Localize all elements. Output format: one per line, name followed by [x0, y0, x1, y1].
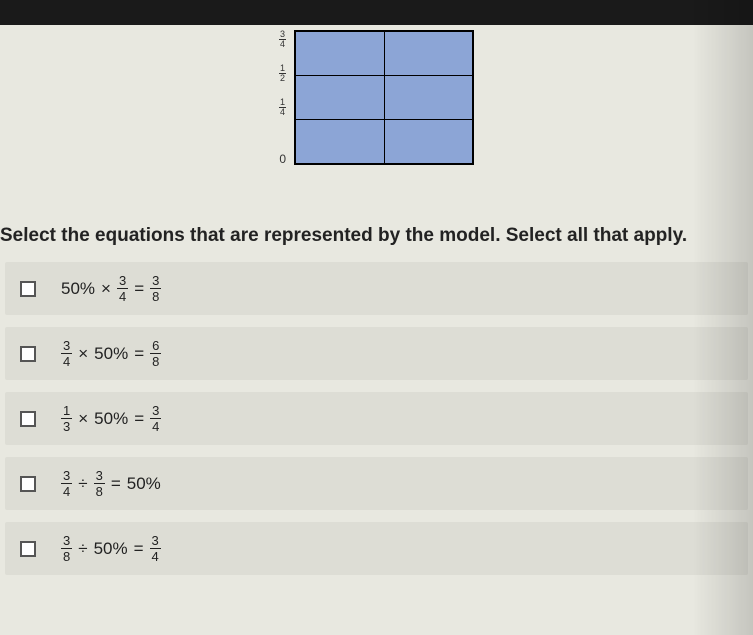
equation-part: ×: [78, 344, 88, 364]
equation-part: ×: [78, 409, 88, 429]
grid-row: [296, 32, 472, 76]
equation-part: =: [134, 539, 144, 559]
y-label-0: 0: [279, 131, 286, 165]
option-row[interactable]: 34 × 50% = 68: [5, 327, 748, 380]
equation-part: 50%: [61, 279, 95, 299]
equation-part: 50%: [127, 474, 161, 494]
equation-part: =: [134, 344, 144, 364]
grid-row: [296, 120, 472, 163]
model-diagram: 34 12 14 0: [0, 25, 753, 200]
fraction: 34: [61, 469, 72, 498]
checkbox[interactable]: [20, 281, 36, 297]
question-prompt: Select the equations that are represente…: [0, 200, 753, 262]
grid-model: [294, 30, 474, 165]
equation-text: 50% × 34 = 38: [61, 274, 161, 303]
equation-part: =: [111, 474, 121, 494]
checkbox[interactable]: [20, 346, 36, 362]
fraction: 38: [150, 274, 161, 303]
fraction: 34: [61, 339, 72, 368]
fraction: 34: [150, 534, 161, 563]
y-label-3-4: 34: [279, 30, 286, 64]
option-row[interactable]: 34 ÷ 38 = 50%: [5, 457, 748, 510]
grid-cell: [296, 76, 385, 119]
equation-part: ÷: [78, 539, 87, 559]
equation-text: 38 ÷ 50% = 34: [61, 534, 161, 563]
fraction: 34: [150, 404, 161, 433]
equation-part: ×: [101, 279, 111, 299]
grid-cell: [385, 76, 473, 119]
grid-cell: [296, 32, 385, 75]
fraction: 38: [94, 469, 105, 498]
checkbox[interactable]: [20, 476, 36, 492]
fraction: 13: [61, 404, 72, 433]
equation-part: 50%: [94, 344, 128, 364]
equation-part: 50%: [94, 539, 128, 559]
y-label-1-2: 12: [279, 64, 286, 98]
grid-cell: [296, 120, 385, 163]
options-list: 50% × 34 = 38 34 × 50% = 68 13 × 50% = 34 34 ÷ 38 = 50% 38 ÷ 5…: [0, 262, 753, 575]
equation-text: 34 × 50% = 68: [61, 339, 161, 368]
fraction: 38: [61, 534, 72, 563]
equation-text: 34 ÷ 38 = 50%: [61, 469, 161, 498]
checkbox[interactable]: [20, 541, 36, 557]
fraction: 34: [117, 274, 128, 303]
checkbox[interactable]: [20, 411, 36, 427]
grid-cell: [385, 120, 473, 163]
y-axis-labels: 34 12 14 0: [279, 30, 294, 165]
grid-row: [296, 76, 472, 120]
equation-text: 13 × 50% = 34: [61, 404, 161, 433]
y-label-1-4: 14: [279, 98, 286, 132]
equation-part: =: [134, 409, 144, 429]
option-row[interactable]: 13 × 50% = 34: [5, 392, 748, 445]
option-row[interactable]: 38 ÷ 50% = 34: [5, 522, 748, 575]
top-border: [0, 0, 753, 25]
option-row[interactable]: 50% × 34 = 38: [5, 262, 748, 315]
equation-part: 50%: [94, 409, 128, 429]
grid-cell: [385, 32, 473, 75]
equation-part: ÷: [78, 474, 87, 494]
fraction: 68: [150, 339, 161, 368]
equation-part: =: [134, 279, 144, 299]
